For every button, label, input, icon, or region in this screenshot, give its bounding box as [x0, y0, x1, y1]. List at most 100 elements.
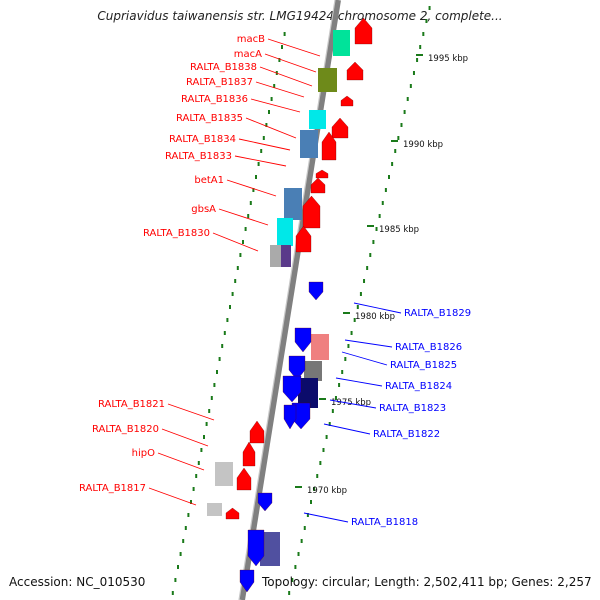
ruler-dot: [428, 6, 431, 10]
ruler-dot: [381, 201, 384, 205]
gene-label-ralta_b1820[interactable]: RALTA_B1820: [92, 424, 159, 435]
feature-box[interactable]: [333, 30, 350, 56]
forward-gene-arrow[interactable]: [236, 467, 252, 491]
gene-label-ralta_b1818[interactable]: RALTA_B1818: [351, 517, 418, 528]
ruler-dot: [363, 279, 366, 283]
reverse-gene-arrow[interactable]: [308, 281, 324, 301]
label-leader-line: [157, 452, 205, 471]
ruler-dot: [319, 461, 322, 465]
gene-label-ralta_b1824[interactable]: RALTA_B1824: [385, 381, 452, 392]
feature-box[interactable]: [309, 110, 326, 129]
label-leader-line: [161, 428, 209, 447]
ruler-dot: [356, 305, 359, 309]
ruler-dot: [205, 422, 208, 426]
forward-gene-arrow[interactable]: [242, 441, 256, 467]
ruler-dot: [291, 578, 294, 582]
ruler-dot: [419, 45, 422, 49]
gene-label-gbsa[interactable]: gbsA: [191, 204, 216, 215]
feature-box[interactable]: [281, 245, 291, 267]
kbp-tick-label: 1995 kbp: [428, 54, 468, 64]
label-leader-line: [218, 208, 269, 226]
feature-box[interactable]: [318, 68, 337, 92]
label-leader-line: [329, 399, 377, 409]
gene-label-ralta_b1823[interactable]: RALTA_B1823: [379, 403, 446, 414]
kbp-tick-mark: [295, 486, 302, 488]
ruler-dot: [344, 357, 347, 361]
ruler-dot: [234, 279, 237, 283]
feature-box[interactable]: [270, 245, 284, 267]
label-leader-line: [303, 512, 349, 523]
feature-box[interactable]: [260, 532, 280, 566]
reverse-gene-arrow[interactable]: [294, 327, 312, 353]
reverse-gene-arrow[interactable]: [239, 569, 255, 593]
gene-label-ralta_b1822[interactable]: RALTA_B1822: [373, 429, 440, 440]
gene-label-ralta_b1833[interactable]: RALTA_B1833: [165, 151, 232, 162]
ruler-dot: [409, 84, 412, 88]
gene-label-ralta_b1834[interactable]: RALTA_B1834: [169, 134, 236, 145]
forward-gene-arrow[interactable]: [302, 195, 321, 229]
ruler-dot: [412, 71, 415, 75]
kbp-tick-label: 1980 kbp: [355, 312, 395, 322]
forward-gene-arrow[interactable]: [295, 225, 312, 253]
forward-gene-arrow[interactable]: [225, 507, 240, 520]
feature-box[interactable]: [215, 462, 233, 486]
gene-label-beta1[interactable]: betA1: [194, 175, 224, 186]
kbp-tick-label: 1985 kbp: [379, 225, 419, 235]
forward-gene-arrow[interactable]: [249, 420, 265, 444]
feature-box[interactable]: [298, 378, 318, 408]
ruler-dot: [184, 526, 187, 530]
reverse-gene-arrow[interactable]: [282, 375, 302, 403]
gene-label-ralta_b1837[interactable]: RALTA_B1837: [186, 77, 253, 88]
gene-label-ralta_b1838[interactable]: RALTA_B1838: [190, 62, 257, 73]
forward-gene-arrow[interactable]: [346, 61, 364, 81]
forward-gene-arrow[interactable]: [310, 177, 326, 194]
ruler-dot: [221, 344, 224, 348]
gene-label-macb[interactable]: macB: [237, 34, 265, 45]
gene-label-ralta_b1830[interactable]: RALTA_B1830: [143, 228, 210, 239]
ruler-dot: [328, 422, 331, 426]
reverse-gene-arrow[interactable]: [283, 404, 297, 430]
ruler-dot: [197, 461, 200, 465]
gene-label-ralta_b1825[interactable]: RALTA_B1825: [390, 360, 457, 371]
forward-gene-arrow[interactable]: [321, 131, 337, 161]
forward-gene-arrow[interactable]: [315, 169, 329, 179]
reverse-gene-arrow[interactable]: [288, 355, 306, 381]
ruler-dot: [359, 292, 362, 296]
feature-box[interactable]: [284, 188, 302, 220]
reverse-gene-arrow[interactable]: [247, 529, 265, 567]
ruler-dot: [310, 500, 312, 504]
ruler-dot: [372, 240, 375, 244]
ruler-dot: [236, 266, 239, 270]
feature-box[interactable]: [311, 334, 329, 360]
forward-gene-arrow[interactable]: [340, 95, 354, 107]
ruler-dot: [294, 565, 297, 569]
ruler-dot: [249, 201, 252, 205]
feature-box[interactable]: [304, 361, 322, 381]
forward-gene-arrow[interactable]: [354, 17, 373, 45]
feature-box[interactable]: [277, 218, 293, 246]
ruler-dot: [210, 396, 213, 400]
ruler-dot: [331, 409, 334, 413]
ruler-dot: [177, 565, 179, 569]
feature-box[interactable]: [207, 503, 222, 516]
kbp-tick-mark: [367, 225, 374, 227]
gene-label-maca[interactable]: macA: [234, 49, 262, 60]
gene-label-hipo[interactable]: hipO: [132, 448, 155, 459]
gene-label-ralta_b1817[interactable]: RALTA_B1817: [79, 483, 146, 494]
ruler-dot: [369, 253, 372, 257]
label-leader-line: [323, 423, 371, 435]
ruler-dot: [341, 370, 344, 374]
gene-label-ralta_b1829[interactable]: RALTA_B1829: [404, 308, 471, 319]
forward-gene-arrow[interactable]: [331, 117, 349, 139]
gene-label-ralta_b1835[interactable]: RALTA_B1835: [176, 113, 243, 124]
label-leader-line: [167, 403, 215, 421]
gene-label-ralta_b1821[interactable]: RALTA_B1821: [98, 399, 165, 410]
gene-label-ralta_b1826[interactable]: RALTA_B1826: [395, 342, 462, 353]
ruler-dot: [265, 123, 268, 127]
ruler-dot: [171, 591, 174, 595]
gene-label-ralta_b1836[interactable]: RALTA_B1836: [181, 94, 248, 105]
ruler-dot: [322, 448, 325, 452]
reverse-gene-arrow[interactable]: [257, 492, 273, 512]
feature-box[interactable]: [300, 130, 318, 158]
